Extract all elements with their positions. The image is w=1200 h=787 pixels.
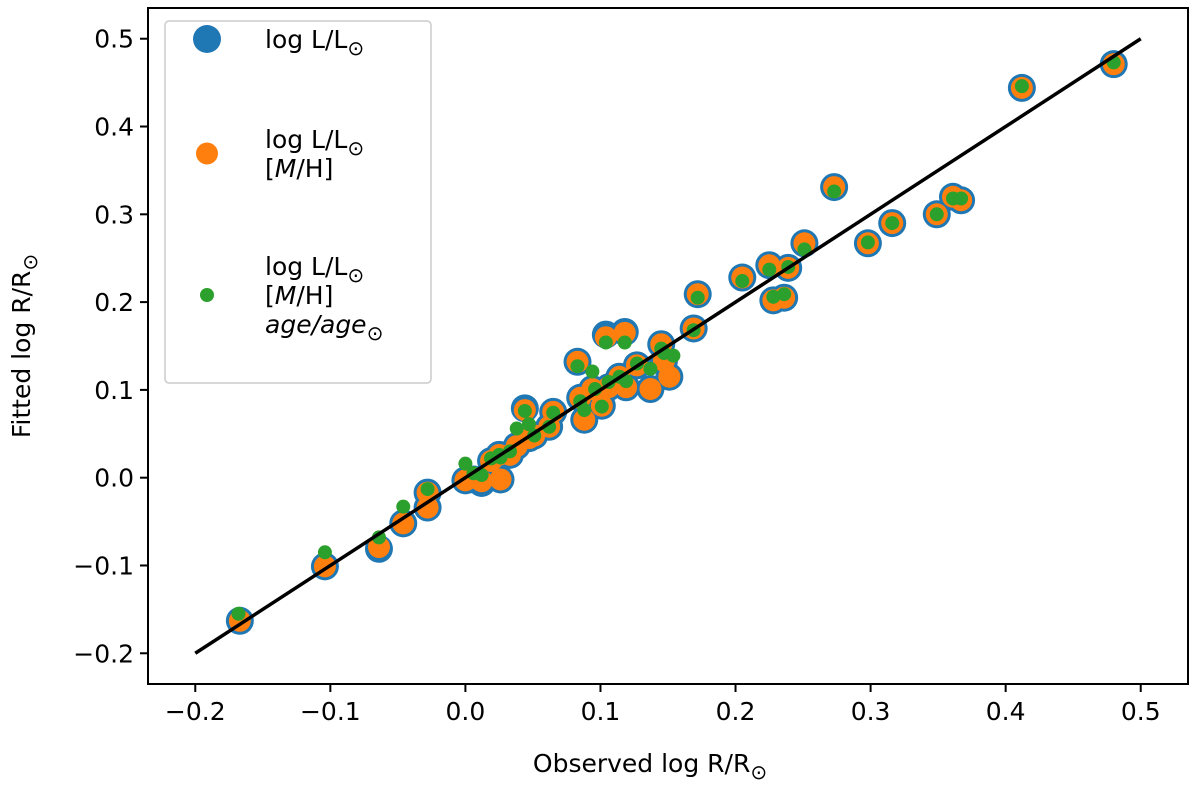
x-tick-label: 0.3	[851, 697, 891, 726]
data-point-orange	[639, 378, 662, 401]
data-point-green	[619, 374, 634, 389]
y-tick-label: 0.3	[94, 200, 134, 229]
legend-label-orange: log L/L⊙	[265, 125, 364, 160]
legend-marker-orange	[196, 142, 218, 165]
x-tick-label: 0.5	[1121, 697, 1161, 726]
y-tick-label: 0.4	[94, 113, 134, 142]
series-green	[231, 55, 1121, 621]
data-point-green	[735, 274, 750, 289]
data-point-green	[594, 399, 609, 414]
x-axis-label: Observed log R/R⊙	[533, 749, 767, 784]
legend-marker-green	[200, 288, 214, 302]
data-point-green	[371, 530, 386, 545]
data-point-green	[521, 417, 536, 432]
data-point-green	[542, 419, 557, 434]
data-point-green	[860, 235, 875, 250]
legend-label-green: log L/L⊙	[265, 252, 364, 287]
legend-label-green: age/age⊙	[265, 310, 383, 345]
data-point-green	[396, 499, 411, 514]
data-point-orange	[392, 512, 415, 535]
x-axis-ticks: −0.2 −0.1 0.0 0.1 0.2 0.3 0.4 0.5	[165, 684, 1161, 726]
data-point-green	[766, 289, 781, 304]
y-tick-label: 0.5	[94, 25, 134, 54]
y-axis-label: Fitted log R/R⊙	[7, 254, 42, 438]
data-point-green	[666, 348, 681, 363]
data-point-green	[690, 290, 705, 305]
data-point-orange	[489, 468, 512, 491]
legend-frame	[164, 20, 432, 384]
x-tick-label: 0.4	[986, 697, 1026, 726]
x-tick-label: −0.2	[165, 697, 226, 726]
legend: log L/L⊙log L/L⊙[M/H]log L/L⊙[M/H]age/ag…	[164, 20, 432, 384]
data-point-green	[585, 364, 600, 379]
data-point-green	[598, 335, 613, 350]
one-to-one-line	[194, 37, 1142, 655]
legend-label-green: [M/H]	[265, 281, 333, 310]
legend-label-orange: [M/H]	[265, 154, 333, 183]
data-point-green	[954, 191, 969, 206]
data-point-green	[797, 242, 812, 257]
data-point-green	[617, 335, 632, 350]
data-point-green	[827, 184, 842, 199]
y-tick-label: 0.2	[94, 288, 134, 317]
data-point-green	[643, 361, 658, 376]
data-point-green	[458, 456, 473, 471]
legend-marker-blue	[193, 25, 221, 53]
y-tick-label: 0.1	[94, 376, 134, 405]
data-point-green	[762, 262, 777, 277]
data-point-green	[509, 421, 524, 436]
y-tick-label: −0.1	[73, 551, 134, 580]
x-tick-label: 0.2	[716, 697, 756, 726]
data-point-green	[546, 405, 561, 420]
x-tick-label: 0.1	[581, 697, 621, 726]
data-point-green	[777, 287, 792, 302]
y-axis-ticks: −0.2 −0.1 0.0 0.1 0.2 0.3 0.4 0.5	[73, 25, 148, 668]
data-point-orange	[658, 365, 681, 388]
legend-label-blue: log L/L⊙	[265, 25, 364, 60]
data-point-green	[317, 545, 332, 560]
x-tick-label: 0.0	[446, 697, 486, 726]
data-point-green	[474, 468, 489, 483]
plot-frame	[147, 7, 1189, 685]
data-point-green	[570, 359, 585, 374]
data-point-green	[517, 403, 532, 418]
data-point-green	[885, 216, 900, 231]
data-point-green	[929, 207, 944, 222]
y-tick-label: 0.0	[94, 464, 134, 493]
y-tick-label: −0.2	[73, 639, 134, 668]
data-point-green	[231, 606, 246, 621]
data-point-green	[420, 482, 435, 497]
x-tick-label: −0.1	[300, 697, 361, 726]
data-point-green	[577, 403, 592, 418]
data-points-layer	[194, 37, 1142, 655]
data-point-green	[1014, 79, 1029, 94]
